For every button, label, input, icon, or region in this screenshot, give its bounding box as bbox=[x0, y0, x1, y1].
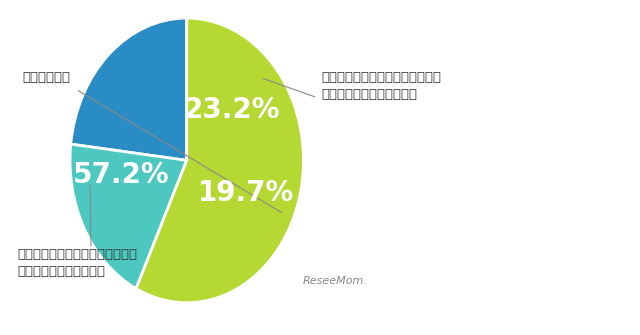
Wedge shape bbox=[70, 144, 187, 289]
Text: 必修化することは知っていたし、
内容に関しても知っている: 必修化することは知っていたし、 内容に関しても知っている bbox=[321, 71, 441, 102]
Text: 19.7%: 19.7% bbox=[198, 179, 294, 207]
Text: 57.2%: 57.2% bbox=[72, 161, 169, 190]
Wedge shape bbox=[71, 18, 187, 160]
Text: 必修化することは知っていたが、
内容に関しては知らない: 必修化することは知っていたが、 内容に関しては知らない bbox=[17, 248, 138, 278]
Text: 23.2%: 23.2% bbox=[184, 96, 280, 124]
Wedge shape bbox=[136, 18, 303, 303]
Text: 知らなかった: 知らなかった bbox=[22, 71, 70, 84]
Text: ReseeMom.: ReseeMom. bbox=[303, 276, 367, 286]
